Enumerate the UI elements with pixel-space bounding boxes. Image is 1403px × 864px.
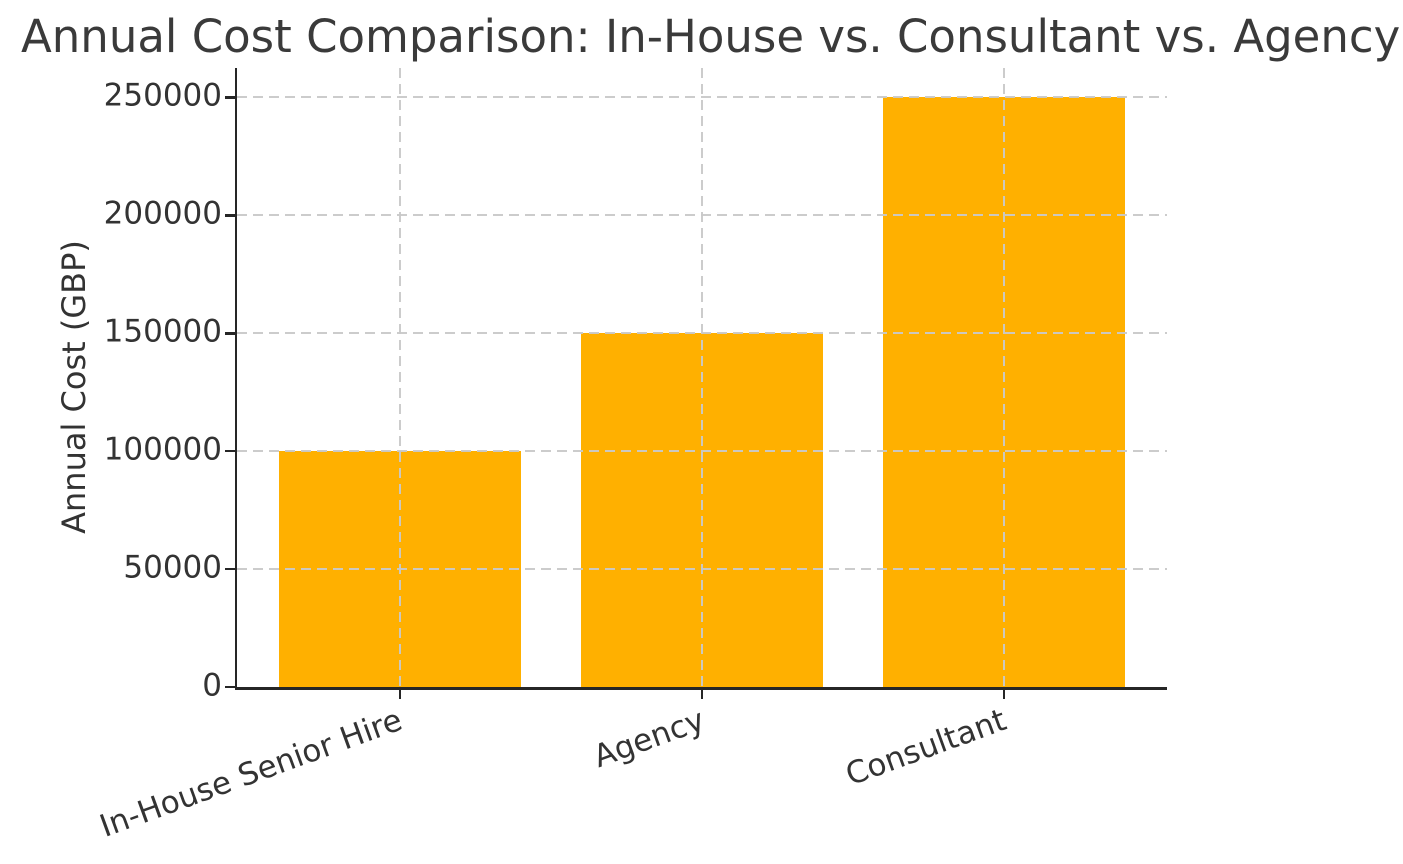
y-tick-200000 [225,214,237,217]
x-tick-label-in-house-senior-hire: In-House Senior Hire [95,702,408,845]
x-tick-label-agency: Agency [588,702,710,776]
y-tick-100000 [225,449,237,453]
y-axis-label: Annual Cost (GBP) [55,240,93,534]
y-tick-50000 [225,567,237,571]
y-tick-label-200000: 200000 [103,195,222,232]
y-tick-150000 [225,332,237,335]
y-tick-0 [225,685,237,689]
x-axis-spine [234,687,1167,690]
v-gridline-agency [701,68,703,687]
x-tick-label-consultant: Consultant [841,702,1012,794]
x-tick-in-house-senior-hire [398,687,402,699]
y-axis-spine [234,68,237,690]
y-tick-label-0: 0 [202,667,222,704]
v-gridline-consultant [1002,68,1005,687]
y-tick-label-100000: 100000 [103,431,222,468]
v-gridline-in-house-senior-hire [399,68,402,687]
y-tick-label-50000: 50000 [123,549,222,586]
y-tick-250000 [225,96,237,99]
x-tick-agency [700,687,704,699]
y-tick-label-150000: 150000 [103,313,222,350]
x-tick-consultant [1002,687,1006,699]
chart-title: Annual Cost Comparison: In-House vs. Con… [21,10,1401,63]
y-tick-label-250000: 250000 [103,78,222,115]
